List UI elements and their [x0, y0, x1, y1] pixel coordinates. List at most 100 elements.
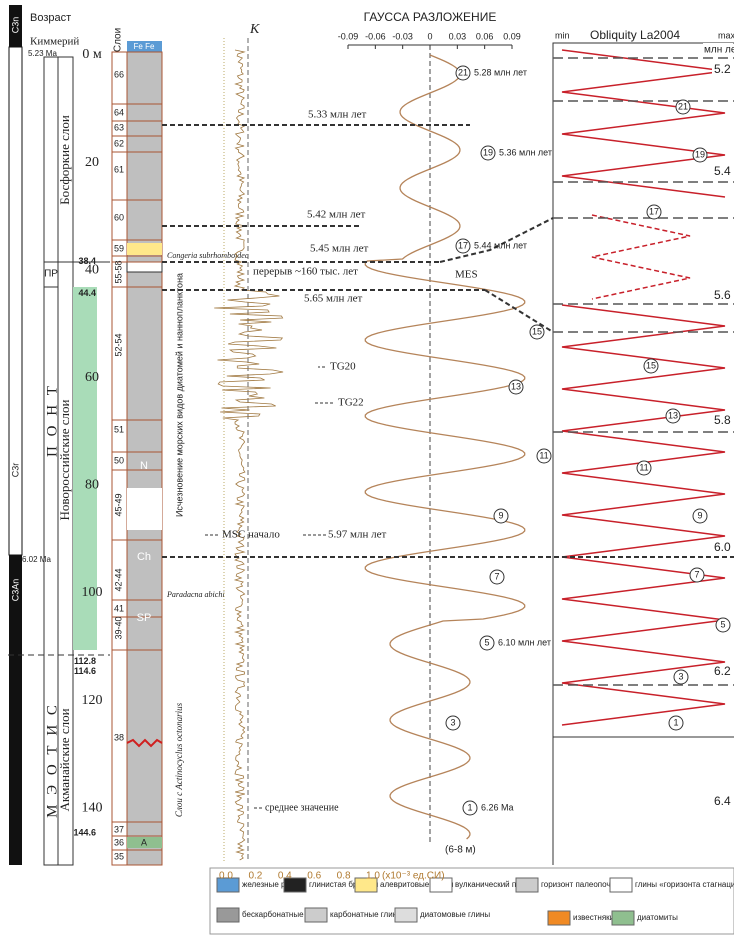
obliquity-age: млн лет [704, 45, 734, 56]
k-tick-label: 0.6 [307, 871, 321, 882]
green-zone [73, 287, 97, 650]
cycle-circle [668, 715, 684, 731]
cycle-circle [675, 99, 691, 115]
depth-tick-label: 40 [85, 262, 99, 277]
cycle-circle [636, 460, 652, 476]
layer-lines [112, 103, 162, 851]
annotation: среднее значение [265, 802, 339, 813]
obliquity-age: 5.4 [714, 164, 731, 178]
depth-tick-label: 120 [82, 693, 103, 708]
depth-tick-label: 80 [85, 478, 99, 493]
symbol: Ch [137, 551, 151, 563]
cycle-circle [692, 147, 708, 163]
legend-swatch [283, 877, 307, 893]
cycle-circle [462, 800, 478, 816]
layer-label: 61 [114, 164, 124, 174]
obliquity-box [552, 42, 734, 738]
cycle-number: 9 [498, 510, 503, 520]
stage-label: Киммерий [30, 36, 79, 48]
gauss-tick-label: 0.03 [449, 31, 467, 41]
cycle-circle [479, 635, 495, 651]
obliquity-age: 5.8 [714, 413, 731, 427]
suite-label: Акманайские слои [57, 708, 72, 811]
gauss-tick-label: -0.06 [365, 31, 386, 41]
age-bg [703, 43, 733, 57]
k-tick-label: 0.8 [337, 871, 351, 882]
layer-label: 41 [114, 603, 124, 613]
annotation: MSC начало [222, 529, 280, 541]
cycle-circle [508, 379, 524, 395]
cycle-number: 9 [697, 510, 702, 520]
cycle-age: 5.28 млн лет [474, 67, 527, 77]
gauss-curve [364, 54, 526, 840]
layer-label: 63 [114, 122, 124, 132]
stage-label: П О Н Т [44, 383, 60, 457]
stagnation-layer [127, 488, 162, 530]
stage-label: ПР [44, 269, 58, 280]
legend-swatch [304, 907, 328, 923]
chron-label: C3An [10, 579, 20, 602]
cycle-number: 7 [494, 571, 499, 581]
layer-label: 42-44 [113, 568, 123, 591]
layer-label: 60 [114, 212, 124, 222]
cycle-number: 13 [668, 410, 678, 420]
depth-tick-label: 0 м [82, 47, 102, 62]
age-bg [712, 414, 734, 428]
suite-label: Новороссийские слои [57, 399, 72, 520]
chron-age: 5.23 Ma [28, 49, 57, 58]
annotation: 5.65 млн лет [304, 293, 362, 305]
cycle-number: 17 [649, 206, 659, 216]
cycle-number: 3 [450, 717, 455, 727]
legend-swatch [515, 877, 539, 893]
symbol: N [140, 460, 148, 472]
k-tick-label: 1.0 [366, 871, 380, 882]
layer-label: 36 [114, 837, 124, 847]
k-tick-label: 0.0 [219, 871, 233, 882]
cycle-number: 21 [458, 67, 468, 77]
chron-label: C3r [10, 463, 20, 478]
layer-label: 37 [114, 824, 124, 834]
depth-special: 44.4 [78, 288, 96, 298]
min-label: min [555, 30, 570, 40]
fossil-label: Слои с Actinocyclus octonarius [174, 702, 184, 817]
max-label: max [718, 30, 734, 40]
layer-label: 35 [114, 851, 124, 861]
layer-label: 55-58 [113, 260, 123, 283]
annotation: 5.33 млн лет [308, 109, 366, 121]
obliquity-age: 6.2 [714, 664, 731, 678]
lithology [126, 51, 163, 866]
annotations: 5.33 млн лет 5.42 млн лет 5.45 млн лет п… [222, 109, 478, 814]
cycle-number: 5 [484, 637, 489, 647]
cycle-circle [646, 204, 662, 220]
fe-box [127, 41, 162, 52]
cycle-circle [445, 715, 461, 731]
k-header: K [249, 22, 260, 37]
annotation: 5.42 млн лет [307, 209, 365, 221]
cycle-number: 13 [511, 381, 521, 391]
gauss-tick-label: 0 [427, 31, 432, 41]
chron-c3r [8, 46, 23, 556]
age-bg [712, 165, 734, 179]
cycle-number: 1 [467, 802, 472, 812]
layer-label: 45-49 [113, 493, 123, 516]
cycle-circle [673, 669, 689, 685]
legend-label: диатомиты [637, 913, 678, 922]
cycle-number: 19 [695, 149, 705, 159]
gauss-tick-label: 0.06 [476, 31, 494, 41]
cycle-circle [480, 145, 496, 161]
cycle-circle [455, 65, 471, 81]
cycle-number: 19 [483, 147, 493, 157]
cycle-circle [489, 569, 505, 585]
suite-label: Босфоркие слои [57, 115, 72, 205]
legend-swatch [216, 877, 240, 893]
annotation: TG20 [330, 361, 356, 373]
symbol: SP [137, 612, 152, 624]
cycle-circle [455, 238, 471, 254]
cycle-circle [665, 408, 681, 424]
cycle-number: 5 [720, 619, 725, 629]
correlation-lines [162, 124, 734, 558]
gauss-header: ГАУССА РАЗЛОЖЕНИЕ [364, 10, 497, 24]
annotation: MES [455, 269, 478, 281]
cycle-circle [536, 448, 552, 464]
cycle-number: 15 [646, 360, 656, 370]
